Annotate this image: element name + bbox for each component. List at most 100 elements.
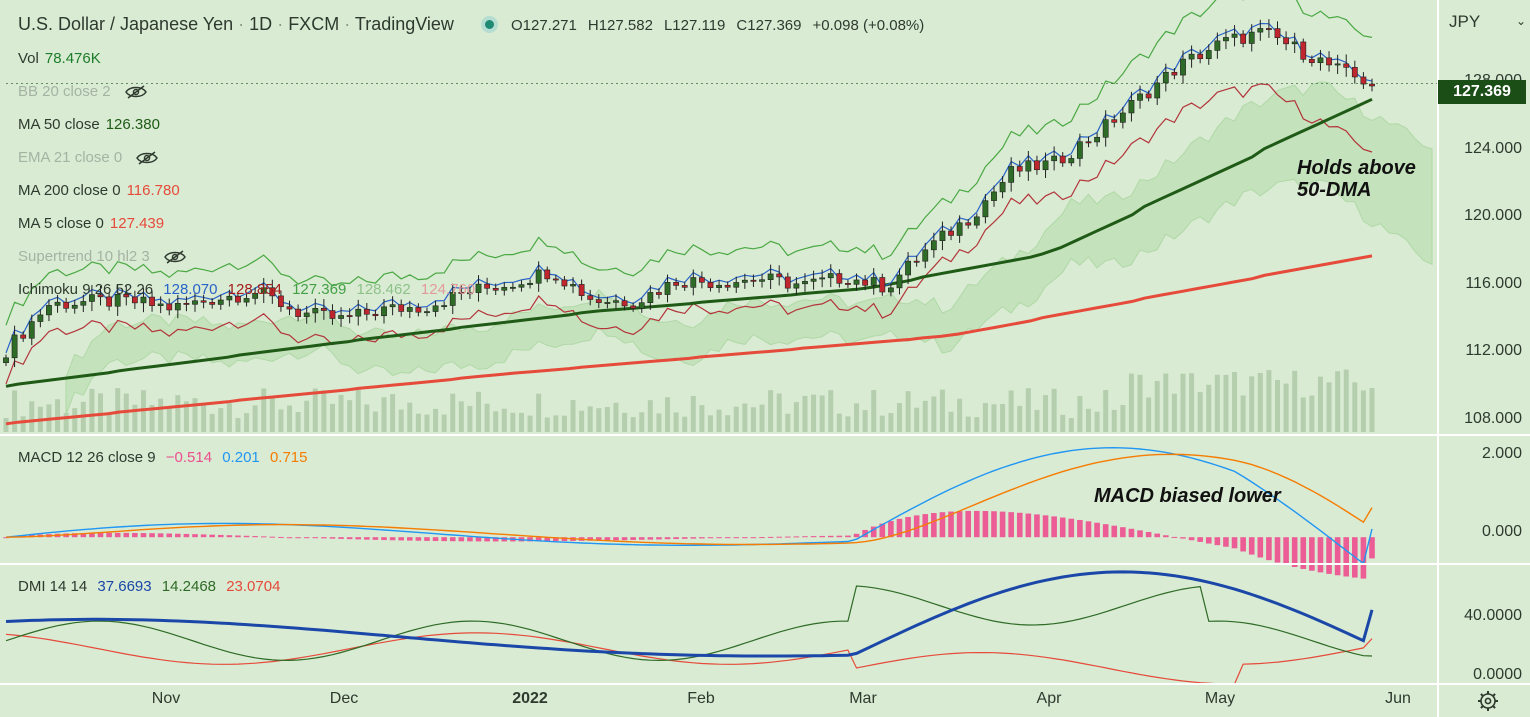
hidden-eye-icon[interactable] [164, 250, 186, 264]
macd-hist-bar [338, 537, 344, 539]
volume-bar [1180, 373, 1186, 432]
volume-bar [1068, 417, 1074, 432]
kijun-line [5, 83, 1373, 385]
volume-bar [768, 390, 774, 432]
candle-up [793, 283, 800, 289]
macd-hist-bar [97, 532, 104, 538]
currency-selector[interactable]: JPY [1449, 12, 1481, 31]
volume-bar [802, 395, 808, 432]
volume-bar [304, 400, 310, 432]
time-tick: Nov [151, 690, 181, 707]
volume-bar [1120, 405, 1126, 432]
volume-bar [1197, 392, 1203, 432]
annotation-line-2: 50-DMA [1297, 179, 1372, 201]
macd-hist-bar [673, 537, 679, 540]
macd-hist-bar [1016, 512, 1023, 538]
macd-hist-bar [827, 535, 834, 538]
candle-down [681, 285, 688, 288]
candle-down [484, 283, 491, 289]
candle-up [37, 314, 44, 322]
ohlc-close: C127.369 [736, 17, 802, 34]
volume-bar [252, 405, 258, 432]
cloud-area [65, 81, 1433, 416]
macd-hist-bar [3, 537, 9, 539]
legend-ma5[interactable]: MA 5 close 0 127.439 [18, 215, 170, 232]
volume-bar [819, 395, 825, 432]
hidden-eye-icon[interactable] [136, 151, 159, 165]
candle-up [1042, 160, 1049, 171]
legend-ma200[interactable]: MA 200 close 0 116.780 [18, 182, 186, 199]
macd-hist-bar [999, 511, 1006, 538]
macd-hist-bar [888, 521, 894, 538]
volume-bar [1025, 388, 1031, 432]
volume-bar [914, 407, 920, 432]
legend-ema21[interactable]: EMA 21 close 0 [18, 149, 159, 166]
legend-ma50[interactable]: MA 50 close 126.380 [18, 116, 166, 133]
di-minus-line [5, 632, 1373, 685]
macd-hist-bar [235, 535, 241, 538]
legend-ichimoku[interactable]: Ichimoku 9 26 52 26 128.070 128.854 127.… [18, 281, 481, 298]
volume-bar [630, 417, 636, 432]
candle-up [991, 191, 997, 201]
macd-hist-bar [1274, 537, 1281, 563]
volume-bar [1352, 382, 1358, 432]
candle-down [209, 301, 216, 305]
macd-hist-bar [1205, 537, 1212, 544]
candle-up [1334, 63, 1341, 66]
candle-up [226, 295, 233, 301]
macd-hist-bar [406, 537, 413, 541]
macd-hist-bar [750, 537, 757, 539]
legend-macd[interactable]: MACD 12 26 close 9 −0.514 0.201 0.715 [18, 449, 313, 466]
legend-bb[interactable]: BB 20 close 2 [18, 83, 147, 100]
ichimoku-conversion: 128.070 [163, 281, 218, 298]
volume-bar [682, 416, 688, 432]
price-tick: 108.000 [1464, 410, 1522, 427]
candle-down [544, 269, 551, 280]
candle-up [664, 282, 671, 295]
candle-down [656, 292, 662, 295]
candle-up [1223, 37, 1229, 42]
candle-up [1008, 166, 1015, 183]
macd-hist-bar [415, 537, 422, 541]
volume-bar [158, 398, 164, 432]
volume-bar [991, 404, 997, 432]
macd-hist-bar [759, 537, 765, 539]
legend-vol[interactable]: Vol 78.476K [18, 50, 107, 67]
volume-bar [458, 401, 464, 432]
candle-down [1308, 59, 1315, 64]
candle-up [716, 284, 722, 288]
volume-bar [673, 412, 679, 432]
candle-down [673, 282, 680, 286]
macd-hist-bar [132, 532, 138, 538]
macd-hist-bar [243, 535, 250, 538]
market-status-icon[interactable] [484, 19, 494, 29]
candle-up [11, 334, 18, 359]
volume-bar [1094, 411, 1100, 432]
candle-down [1240, 33, 1247, 44]
volume-bar [484, 403, 490, 432]
ichimoku-lines [5, 22, 1373, 354]
macd-hist-bar [647, 537, 654, 540]
macd-hist-bar [862, 529, 868, 538]
chevron-down-icon[interactable]: ⌄ [1516, 14, 1527, 28]
macd-hist-bar [1197, 537, 1203, 542]
candle-up [1257, 28, 1264, 33]
legend-supertrend[interactable]: Supertrend 10 hl2 3 [18, 248, 186, 265]
candle-down [398, 304, 405, 312]
settings-gear-icon[interactable] [1477, 690, 1499, 712]
volume-bar [55, 399, 61, 432]
candle-down [346, 315, 353, 317]
hidden-eye-icon[interactable] [124, 85, 147, 99]
volume-bar [510, 412, 516, 432]
candle-down [1171, 71, 1178, 76]
volume-bar [20, 416, 26, 432]
macd-hist-bar [879, 523, 886, 538]
macd-hist-bar [956, 511, 963, 538]
candle-down [278, 295, 284, 307]
supertrend-label: Supertrend 10 hl2 3 [18, 248, 150, 265]
macd-hist-bar [1154, 533, 1161, 538]
annotation-line-1: Holds above [1297, 157, 1416, 179]
candle-up [432, 305, 439, 312]
macd-hist-bar [742, 537, 748, 539]
legend-dmi[interactable]: DMI 14 14 37.6693 14.2468 23.0704 [18, 578, 286, 595]
